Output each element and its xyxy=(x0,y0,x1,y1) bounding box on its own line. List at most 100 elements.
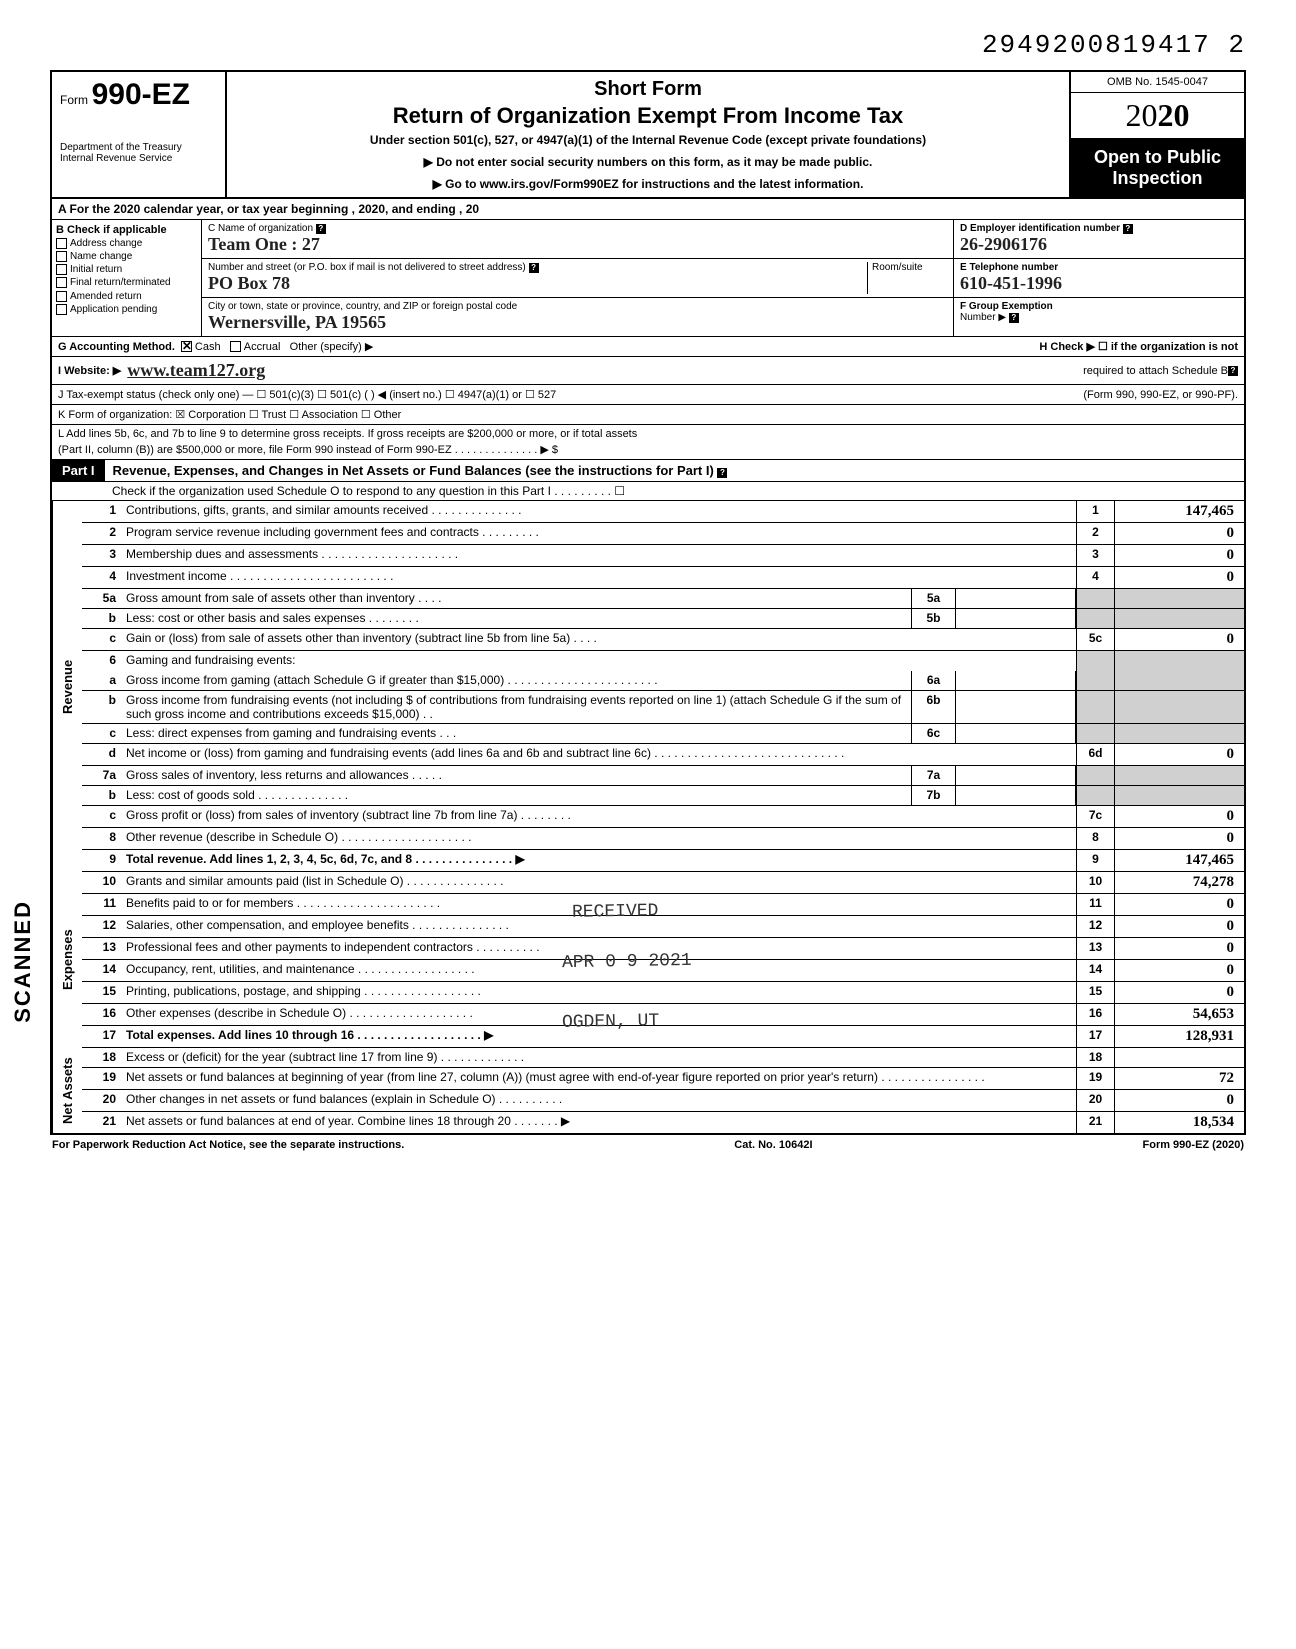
line-20-value: 0 xyxy=(1114,1090,1244,1111)
line-4: 4 Investment income . . . . . . . . . . … xyxy=(82,567,1244,589)
line-19-value: 72 xyxy=(1114,1068,1244,1089)
document-locator-number: 29492008⁣19417 2 xyxy=(50,30,1246,60)
line-1: 1 Contributions, gifts, grants, and simi… xyxy=(82,501,1244,523)
chk-application-pending[interactable]: Application pending xyxy=(56,304,197,315)
netassets-side-label: Net Assets xyxy=(52,1048,82,1133)
help-icon[interactable]: ? xyxy=(717,468,727,478)
phone-label: E Telephone number xyxy=(960,262,1058,273)
revenue-side-label: Revenue xyxy=(52,501,82,872)
chk-amended-return[interactable]: Amended return xyxy=(56,291,197,302)
chk-address-change[interactable]: Address change xyxy=(56,238,197,249)
part-1-header: Part I Revenue, Expenses, and Changes in… xyxy=(52,460,1244,482)
line-10: 10 Grants and similar amounts paid (list… xyxy=(82,872,1244,894)
chk-accrual[interactable] xyxy=(230,341,241,352)
org-address-row: Number and street (or P.O. box if mail i… xyxy=(202,259,953,298)
part-1-badge: Part I xyxy=(52,460,105,481)
group-ex-label: F Group Exemption xyxy=(960,301,1053,312)
net-assets-section: Net Assets 18 Excess or (deficit) for th… xyxy=(52,1048,1244,1133)
line-20: 20 Other changes in net assets or fund b… xyxy=(82,1090,1244,1112)
ein-value: 26-2906176 xyxy=(960,234,1047,254)
line-15-value: 0 xyxy=(1114,982,1244,1003)
line-13: 13 Professional fees and other payments … xyxy=(82,938,1244,960)
row-g-accounting: G Accounting Method. Cash Accrual Other … xyxy=(52,337,1244,357)
col-def: D Employer identification number ? 26-29… xyxy=(954,220,1244,336)
part-1-title: Revenue, Expenses, and Changes in Net As… xyxy=(105,460,736,481)
dept-irs: Internal Revenue Service xyxy=(60,153,217,164)
line-2-value: 0 xyxy=(1114,523,1244,544)
city-label: City or town, state or province, country… xyxy=(208,301,517,312)
org-city-row: City or town, state or province, country… xyxy=(202,298,953,336)
chk-cash[interactable] xyxy=(181,341,192,352)
form-name-cell: Form 990-EZ Department of the Treasury I… xyxy=(52,72,227,197)
line-17-value: 128,931 xyxy=(1114,1026,1244,1047)
line-15: 15 Printing, publications, postage, and … xyxy=(82,982,1244,1004)
website-label: I Website: ▶ xyxy=(58,364,121,377)
line-6: 6 Gaming and fundraising events: xyxy=(82,651,1244,671)
city-value: Wernersville, PA 19565 xyxy=(208,312,386,332)
help-icon[interactable]: ? xyxy=(316,224,326,234)
line-14-value: 0 xyxy=(1114,960,1244,981)
line-2: 2 Program service revenue including gove… xyxy=(82,523,1244,545)
row-l-2: (Part II, column (B)) are $500,000 or mo… xyxy=(52,440,1244,460)
row-i-website: I Website: ▶ www.team127.org required to… xyxy=(52,357,1244,385)
line-5c: c Gain or (loss) from sale of assets oth… xyxy=(82,629,1244,651)
line-5b: b Less: cost or other basis and sales ex… xyxy=(82,609,1244,629)
line-7a: 7a Gross sales of inventory, less return… xyxy=(82,766,1244,786)
scanned-stamp: SCANNED xyxy=(10,900,36,1023)
title-cell: Short Form Return of Organization Exempt… xyxy=(227,72,1069,197)
paperwork-notice: For Paperwork Reduction Act Notice, see … xyxy=(52,1139,404,1151)
l-text-1: L Add lines 5b, 6c, and 7b to line 9 to … xyxy=(58,428,637,440)
line-3: 3 Membership dues and assessments . . . … xyxy=(82,545,1244,567)
help-icon[interactable]: ? xyxy=(1123,224,1133,234)
j-text: J Tax-exempt status (check only one) — ☐… xyxy=(58,388,556,401)
check-schedule-o: Check if the organization used Schedule … xyxy=(52,482,1244,501)
accrual-label: Accrual xyxy=(244,341,281,353)
help-icon[interactable]: ? xyxy=(1009,313,1019,323)
addr-label: Number and street (or P.O. box if mail i… xyxy=(208,262,526,273)
year-suffix: 20 xyxy=(1158,97,1190,133)
chk-initial-return[interactable]: Initial return xyxy=(56,264,197,275)
ein-label: D Employer identification number xyxy=(960,223,1120,234)
section-bcdef: B Check if applicable Address change Nam… xyxy=(52,220,1244,337)
line-16: 16 Other expenses (describe in Schedule … xyxy=(82,1004,1244,1026)
group-exemption-row: F Group Exemption Number ▶ ? xyxy=(954,298,1244,336)
line-5a: 5a Gross amount from sale of assets othe… xyxy=(82,589,1244,609)
help-icon[interactable]: ? xyxy=(529,263,539,273)
line-7b: b Less: cost of goods sold . . . . . . .… xyxy=(82,786,1244,806)
row-a-tax-year: A For the 2020 calendar year, or tax yea… xyxy=(52,199,1244,220)
h-continuation: required to attach Schedule B xyxy=(1083,365,1228,377)
subtitle: Under section 501(c), 527, or 4947(a)(1)… xyxy=(233,133,1063,147)
line-9: 9 Total revenue. Add lines 1, 2, 3, 4, 5… xyxy=(82,850,1244,872)
phone-value: 610-451-1996 xyxy=(960,273,1062,293)
org-name-value: Team One : 27 xyxy=(208,234,320,254)
form-id-footer: Form 990-EZ (2020) xyxy=(1143,1139,1244,1151)
line-12: 12 Salaries, other compensation, and emp… xyxy=(82,916,1244,938)
goto-url: ▶ Go to www.irs.gov/Form990EZ for instru… xyxy=(233,177,1063,191)
line-1-value: 147,465 xyxy=(1114,501,1244,522)
ssn-warning: ▶ Do not enter social security numbers o… xyxy=(233,155,1063,169)
room-label: Room/suite xyxy=(872,262,923,273)
h-text: H Check ▶ ☐ if the organization is not xyxy=(1039,340,1238,353)
line-6a: a Gross income from gaming (attach Sched… xyxy=(82,671,1244,691)
col-b-header: B Check if applicable xyxy=(56,224,197,236)
line-3-value: 0 xyxy=(1114,545,1244,566)
cat-number: Cat. No. 10642I xyxy=(734,1139,812,1151)
form-header: Form 990-EZ Department of the Treasury I… xyxy=(52,72,1244,199)
short-form-label: Short Form xyxy=(233,78,1063,101)
open-line2: Inspection xyxy=(1075,168,1240,189)
chk-name-change[interactable]: Name change xyxy=(56,251,197,262)
row-k-form-org: K Form of organization: ☒ Corporation ☐ … xyxy=(52,405,1244,425)
phone-row: E Telephone number 610-451-1996 xyxy=(954,259,1244,298)
l-text-2: (Part II, column (B)) are $500,000 or mo… xyxy=(58,443,558,456)
line-21: 21 Net assets or fund balances at end of… xyxy=(82,1112,1244,1133)
open-line1: Open to Public xyxy=(1075,147,1240,168)
help-icon[interactable]: ? xyxy=(1228,366,1238,376)
form-990ez: Form 990-EZ Department of the Treasury I… xyxy=(50,70,1246,1135)
line-11: 11 Benefits paid to or for members . . .… xyxy=(82,894,1244,916)
line-5c-value: 0 xyxy=(1114,629,1244,650)
col-c-org-info: C Name of organization ? Team One : 27 N… xyxy=(202,220,954,336)
chk-final-return[interactable]: Final return/terminated xyxy=(56,277,197,288)
line-17: 17 Total expenses. Add lines 10 through … xyxy=(82,1026,1244,1048)
col-b-checkboxes: B Check if applicable Address change Nam… xyxy=(52,220,202,336)
main-title: Return of Organization Exempt From Incom… xyxy=(233,103,1063,129)
